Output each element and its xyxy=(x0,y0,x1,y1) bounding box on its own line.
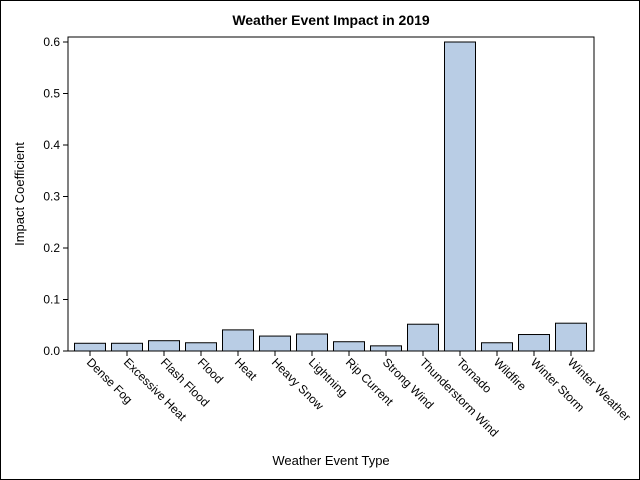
bar-thunderstorm-wind xyxy=(407,323,439,352)
bar-winter-weather xyxy=(555,322,587,352)
bar-wildfire xyxy=(481,342,513,352)
y-tick-label: 0.6 xyxy=(43,35,60,49)
bar-flood xyxy=(185,342,217,352)
bar-winter-storm xyxy=(518,334,550,352)
bar-dense-fog xyxy=(74,342,106,352)
x-axis-title: Weather Event Type xyxy=(272,453,389,468)
y-tick-label: 0.3 xyxy=(43,190,60,204)
y-tick-label: 0.1 xyxy=(43,293,60,307)
bar-tornado xyxy=(444,41,476,352)
y-tick-label: 0.5 xyxy=(43,87,60,101)
bar-series xyxy=(74,41,587,352)
x-category-label: Flood xyxy=(195,355,226,386)
y-axis-title: Impact Coefficient xyxy=(12,142,27,246)
y-axis: 0.0 0.1 0.2 0.3 0.4 0.5 0.6 xyxy=(43,35,68,358)
y-tick-label: 0.4 xyxy=(43,138,60,152)
bar-flash-flood xyxy=(148,340,180,352)
y-tick-label: 0.2 xyxy=(43,241,60,255)
y-tick-label: 0.0 xyxy=(43,344,60,358)
x-category-label: Winter Weather xyxy=(565,355,634,424)
chart-title: Weather Event Impact in 2019 xyxy=(232,12,430,28)
bar-lightning xyxy=(296,333,328,352)
bar-strong-wind xyxy=(370,345,402,352)
bar-heavy-snow xyxy=(259,335,291,352)
x-category-label: Wildfire xyxy=(491,355,529,393)
bar-rip-current xyxy=(333,341,365,352)
bar-heat xyxy=(222,329,254,352)
plot-area xyxy=(67,36,595,352)
bar-excessive-heat xyxy=(111,342,143,352)
x-category-label: Heat xyxy=(232,355,260,383)
